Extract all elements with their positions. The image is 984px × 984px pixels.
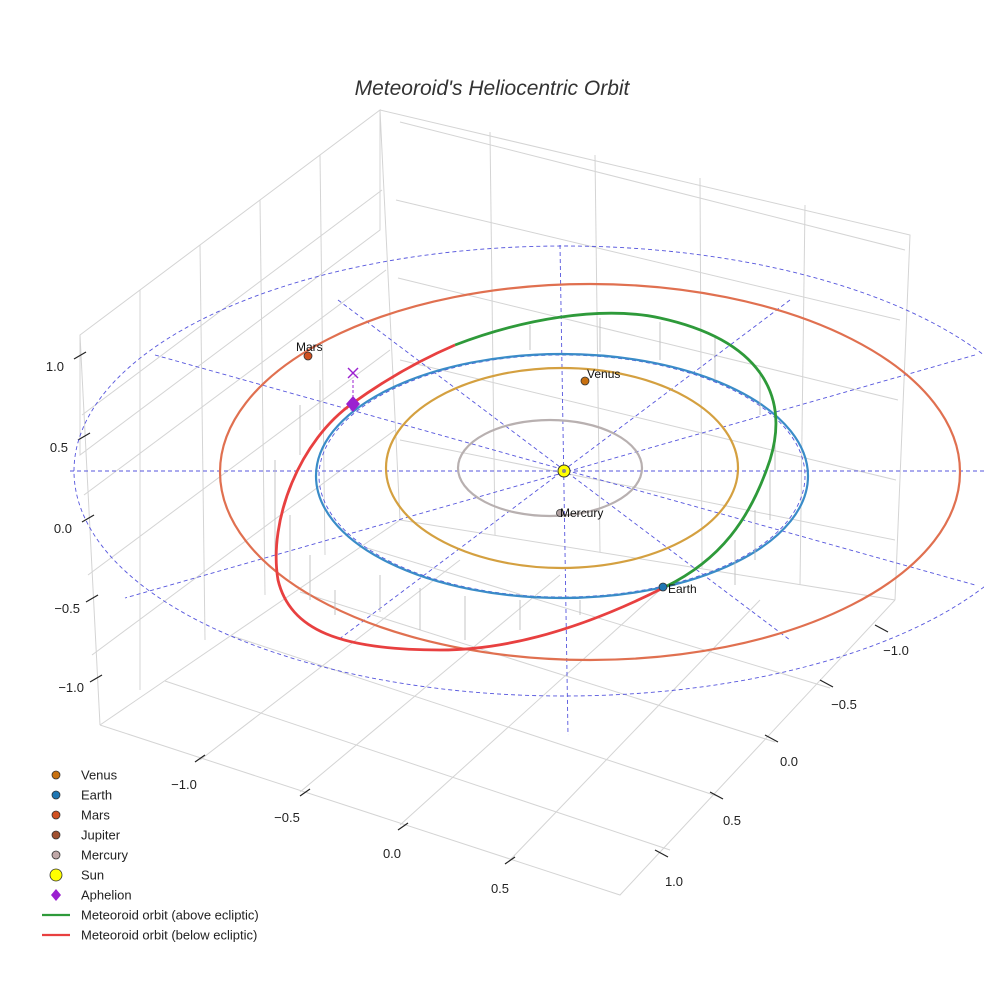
x-tick-label: −1.0 — [171, 777, 197, 792]
legend-label: Meteoroid orbit (below ecliptic) — [81, 928, 257, 943]
legend-dot-icon — [51, 810, 61, 820]
legend-dot-icon — [51, 850, 61, 860]
planet-orbits — [218, 282, 962, 662]
legend-label: Jupiter — [81, 828, 121, 843]
legend-dot-icon — [51, 830, 61, 840]
mercury-label: Mercury — [560, 506, 603, 520]
meteoroid-orbit-below — [274, 343, 666, 652]
y-tick-label: 0.0 — [780, 754, 798, 769]
orbit-projection-stems — [274, 318, 776, 640]
legend-diamond-icon — [51, 889, 61, 901]
z-tick-label: 0.5 — [50, 440, 68, 455]
legend-dot-icon — [51, 790, 61, 800]
legend-label: Earth — [81, 788, 112, 803]
x-tick-labels: −1.0 −0.5 0.0 0.5 — [171, 777, 509, 896]
z-tick-label: 1.0 — [46, 359, 64, 374]
legend-label: Sun — [81, 868, 104, 883]
legend-item: Earth — [51, 788, 112, 803]
legend-sun-icon — [49, 868, 63, 882]
z-tick-label: −0.5 — [54, 601, 80, 616]
legend-item: Meteoroid orbit (above ecliptic) — [42, 908, 259, 923]
x-tick-label: −0.5 — [274, 810, 300, 825]
aphelion-marker — [346, 396, 360, 412]
y-tick-label: −0.5 — [831, 697, 857, 712]
legend-item: Mars — [51, 808, 110, 823]
legend-label: Mercury — [81, 848, 128, 863]
legend-item: Sun — [49, 868, 104, 883]
mercury-orbit — [456, 418, 644, 518]
mars-marker — [303, 351, 313, 361]
meteoroid-orbit-above — [454, 311, 778, 589]
legend-label: Venus — [81, 768, 118, 783]
mercury-marker — [556, 509, 564, 517]
y-tick-label: 0.5 — [723, 813, 741, 828]
legend-item: Venus — [51, 768, 118, 783]
legend-label: Meteoroid orbit (above ecliptic) — [81, 908, 259, 923]
legend-label: Mars — [81, 808, 110, 823]
legend-dot-icon — [51, 770, 61, 780]
x-tick-label: 0.5 — [491, 881, 509, 896]
z-tick-label: −1.0 — [58, 680, 84, 695]
ecliptic-grid — [70, 244, 984, 736]
mars-orbit — [218, 282, 962, 662]
y-tick-label: 1.0 — [665, 874, 683, 889]
venus-label: Venus — [587, 367, 620, 381]
chart-title: Meteoroid's Heliocentric Orbit — [355, 77, 631, 100]
mars-label: Mars — [296, 340, 323, 354]
venus-orbit — [384, 366, 740, 570]
legend-item: Aphelion — [51, 888, 132, 903]
aphelion-cross-icon — [347, 367, 359, 379]
earth-label: Earth — [668, 582, 697, 596]
legend: Venus Earth Mars Jupiter Mercury Sun Aphelion M… — [42, 768, 259, 943]
sun-marker — [557, 464, 571, 478]
axes-grid — [79, 109, 911, 896]
y-tick-labels: −1.0 −0.5 0.0 0.5 1.0 — [665, 643, 909, 889]
venus-marker — [580, 376, 590, 386]
z-tick-label: 0.0 — [54, 521, 72, 536]
earth-marker — [658, 582, 668, 592]
z-tick-labels: 1.0 0.5 0.0 −0.5 −1.0 — [46, 359, 84, 695]
legend-label: Aphelion — [81, 888, 132, 903]
legend-item: Mercury — [51, 848, 128, 863]
earth-orbit — [314, 352, 810, 600]
x-tick-label: 0.0 — [383, 846, 401, 861]
legend-item: Meteoroid orbit (below ecliptic) — [42, 928, 257, 943]
legend-item: Jupiter — [51, 828, 121, 843]
y-tick-label: −1.0 — [883, 643, 909, 658]
axis-ticks — [73, 351, 889, 865]
